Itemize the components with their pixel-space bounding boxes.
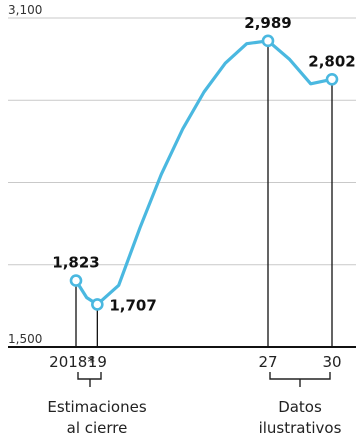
estimates-note-line1: Estimaciones bbox=[47, 398, 146, 416]
drop-lines bbox=[75, 40, 333, 347]
y-axis-ticks: 1,500 3,100 bbox=[8, 3, 42, 346]
y-tick-label: 3,100 bbox=[8, 3, 42, 17]
data-labels: 1,823 1,707 2,989 2,802 bbox=[52, 14, 355, 315]
data-point bbox=[91, 298, 104, 311]
y-tick-label: 1,500 bbox=[8, 332, 42, 346]
data-point bbox=[325, 72, 339, 86]
x-tick-label: 27 bbox=[258, 353, 277, 371]
data-point bbox=[69, 274, 83, 287]
data-label: 1,707 bbox=[109, 296, 156, 314]
data-label: 1,823 bbox=[52, 254, 99, 272]
x-tick-label: 19 bbox=[88, 353, 107, 371]
data-point bbox=[261, 34, 275, 48]
data-label: 2,802 bbox=[308, 52, 355, 70]
x-tick-label: 30 bbox=[322, 353, 341, 371]
data-label: 2,989 bbox=[244, 14, 291, 32]
estimates-note-line2: al cierre bbox=[67, 419, 128, 437]
x-axis-ticks: 2018*19 27 30 bbox=[49, 353, 341, 371]
x-tick-label: 2018* bbox=[49, 353, 95, 371]
illustrative-note-line1: Datos bbox=[278, 398, 322, 416]
illustrative-note-line2: ilustrativos bbox=[259, 419, 342, 437]
data-point-markers bbox=[69, 34, 339, 311]
grid-lines bbox=[8, 17, 356, 266]
illustrative-bracket bbox=[269, 372, 331, 387]
estimates-bracket bbox=[77, 372, 102, 387]
